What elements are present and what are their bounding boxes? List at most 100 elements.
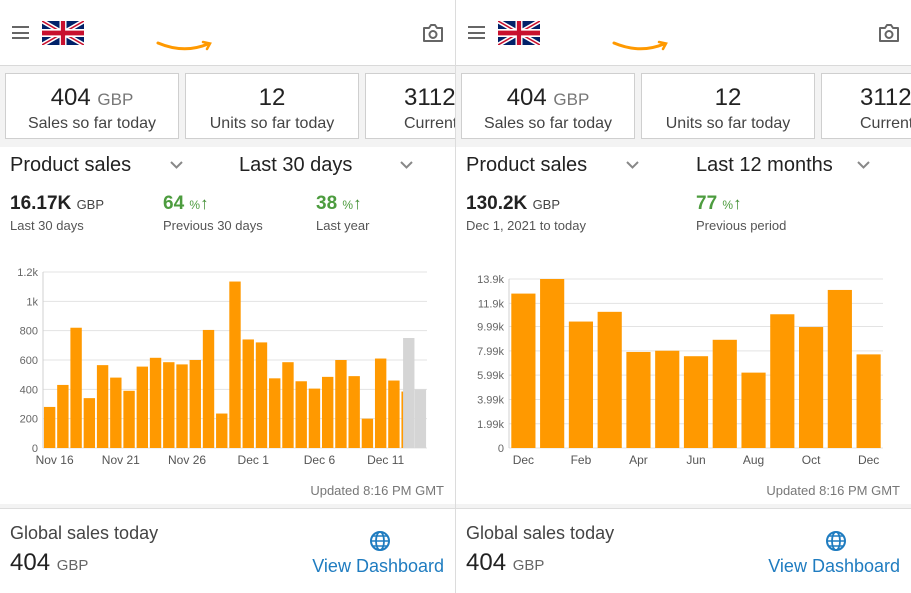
bar-dec-10[interactable] xyxy=(361,418,374,448)
camera-icon[interactable] xyxy=(422,23,444,43)
y-tick-label: 600 xyxy=(20,355,38,367)
x-tick-label: Feb xyxy=(571,453,592,467)
uk-flag-icon[interactable] xyxy=(42,21,84,45)
bar-feb[interactable] xyxy=(568,321,594,448)
chevron-down-icon[interactable] xyxy=(626,161,639,169)
bar-nov-25[interactable] xyxy=(163,362,175,448)
bar-nov[interactable] xyxy=(827,289,852,448)
bar-dec-9[interactable] xyxy=(348,376,360,448)
bar-nov-23[interactable] xyxy=(136,366,149,448)
bar-projected[interactable] xyxy=(403,338,415,448)
bar-nov-22[interactable] xyxy=(123,390,135,448)
bar-aug[interactable] xyxy=(741,372,766,448)
product-sales-section: Product sales Last 12 months 130.2K GBP … xyxy=(456,147,911,504)
bar-dec[interactable] xyxy=(856,354,881,448)
y-tick-label: 9.99k xyxy=(477,322,504,334)
bar-nov-19[interactable] xyxy=(83,398,96,448)
bar-dec-4[interactable] xyxy=(282,362,294,448)
bar-jan[interactable] xyxy=(540,279,565,448)
bar-dec-3[interactable] xyxy=(269,378,281,448)
comparison-metric: 64 %↑ Previous 30 days xyxy=(163,193,263,233)
comparison-period-label: Last year xyxy=(316,218,370,233)
card-label: Units so far today xyxy=(665,115,791,132)
sales-today-card[interactable]: 404 GBP Sales so far today xyxy=(461,73,635,139)
hamburger-icon[interactable] xyxy=(468,26,485,39)
view-dashboard-link[interactable]: View Dashboard xyxy=(312,556,444,576)
growth-unit: % xyxy=(722,198,734,212)
global-sales-section: Global sales today 404 GBP View Dashboar… xyxy=(456,508,911,593)
units-today-card[interactable]: 12 Units so far today xyxy=(641,73,815,139)
hamburger-icon[interactable] xyxy=(12,26,29,39)
chevron-down-icon[interactable] xyxy=(170,161,183,169)
updated-timestamp: Updated 8:16 PM GMT xyxy=(766,483,900,498)
top-bar xyxy=(456,0,911,66)
total-sales-metric: 130.2K GBP Dec 1, 2021 to today xyxy=(466,193,586,233)
chevron-down-icon[interactable] xyxy=(400,161,413,169)
bar-nov-16[interactable] xyxy=(43,406,56,448)
top-bar xyxy=(0,0,455,66)
bar-dec-8[interactable] xyxy=(335,360,347,448)
growth-unit: % xyxy=(189,198,201,212)
bar-chart-svg: 0 1.99k 3.99k 5.99k 7.99k 9.99k 11.9k 13.9k Dec F… xyxy=(477,274,883,467)
bar-dec-1[interactable] xyxy=(242,339,254,448)
bar-nov-20[interactable] xyxy=(96,365,109,448)
metric-selector[interactable]: Product sales xyxy=(466,154,588,176)
bar-dec-2[interactable] xyxy=(255,342,268,448)
current-balance-card[interactable]: 3112 Current b xyxy=(365,73,455,139)
bar-nov-17[interactable] xyxy=(57,384,69,448)
metric-selector[interactable]: Product sales xyxy=(10,154,132,176)
bar-dec-14[interactable] xyxy=(414,389,427,448)
bar-nov-27[interactable] xyxy=(189,360,201,448)
x-tick-label: Apr xyxy=(629,453,648,467)
view-dashboard-link[interactable]: View Dashboard xyxy=(768,556,900,576)
bar-nov-29[interactable] xyxy=(216,413,228,448)
uk-flag-icon[interactable] xyxy=(498,21,540,45)
bar-may[interactable] xyxy=(655,350,680,448)
y-tick-label: 800 xyxy=(20,326,38,338)
bar-dec-7[interactable] xyxy=(321,376,334,448)
bar-sep[interactable] xyxy=(770,314,795,448)
card-value: 3112 xyxy=(404,84,455,111)
bar-dec-6[interactable] xyxy=(308,388,321,448)
units-today-card[interactable]: 12 Units so far today xyxy=(185,73,359,139)
bar-nov-26[interactable] xyxy=(176,364,188,448)
comparison-metric: 38 %↑ Last year xyxy=(316,193,369,233)
x-tick-label: Dec 6 xyxy=(304,453,336,467)
comparison-period-label: Previous 30 days xyxy=(163,218,263,233)
total-unit: GBP xyxy=(76,197,105,212)
global-sales-section: Global sales today 404 GBP View Dashboar… xyxy=(0,508,455,593)
x-tick-label: Jun xyxy=(686,453,705,467)
comparison-metric: 77 %↑ Previous period xyxy=(696,193,786,233)
period-selector[interactable]: Last 12 months xyxy=(696,154,833,176)
bar-dec-12[interactable] xyxy=(388,380,400,448)
bar-jun[interactable] xyxy=(683,356,709,448)
card-label: Sales so far today xyxy=(27,115,157,132)
bar-dec-5[interactable] xyxy=(295,381,307,448)
globe-icon[interactable] xyxy=(369,530,391,552)
bar-apr[interactable] xyxy=(626,351,651,448)
globe-icon[interactable] xyxy=(825,530,847,552)
bar-nov-24[interactable] xyxy=(149,357,162,448)
x-tick-label: Dec xyxy=(858,453,879,467)
bar-nov-21[interactable] xyxy=(110,377,122,448)
chevron-down-icon[interactable] xyxy=(857,161,870,169)
y-tick-label: 5.99k xyxy=(477,370,504,382)
bar-oct[interactable] xyxy=(798,327,824,448)
summary-cards: 404 GBP Sales so far today 12 Units so f… xyxy=(0,67,455,147)
bar-nov-28[interactable] xyxy=(202,329,215,448)
seller-app-screen-1: 404 GBP Sales so far today 12 Units so f… xyxy=(0,0,455,593)
bar-mar[interactable] xyxy=(597,311,622,448)
bar-dec-11[interactable] xyxy=(374,358,387,448)
sales-today-card[interactable]: 404 GBP Sales so far today xyxy=(5,73,179,139)
bar-nov-18[interactable] xyxy=(70,327,82,448)
card-label: Current b xyxy=(404,115,455,132)
x-tick-label: Nov 16 xyxy=(36,453,74,467)
camera-icon[interactable] xyxy=(878,23,900,43)
current-balance-card[interactable]: 3112 Current b xyxy=(821,73,911,139)
bar-dec[interactable] xyxy=(511,293,536,448)
amazon-smile-icon xyxy=(156,40,212,51)
bar-jul[interactable] xyxy=(712,339,737,448)
bar-nov-30[interactable] xyxy=(229,281,241,448)
total-period-label: Dec 1, 2021 to today xyxy=(466,218,586,233)
period-selector[interactable]: Last 30 days xyxy=(239,154,353,176)
